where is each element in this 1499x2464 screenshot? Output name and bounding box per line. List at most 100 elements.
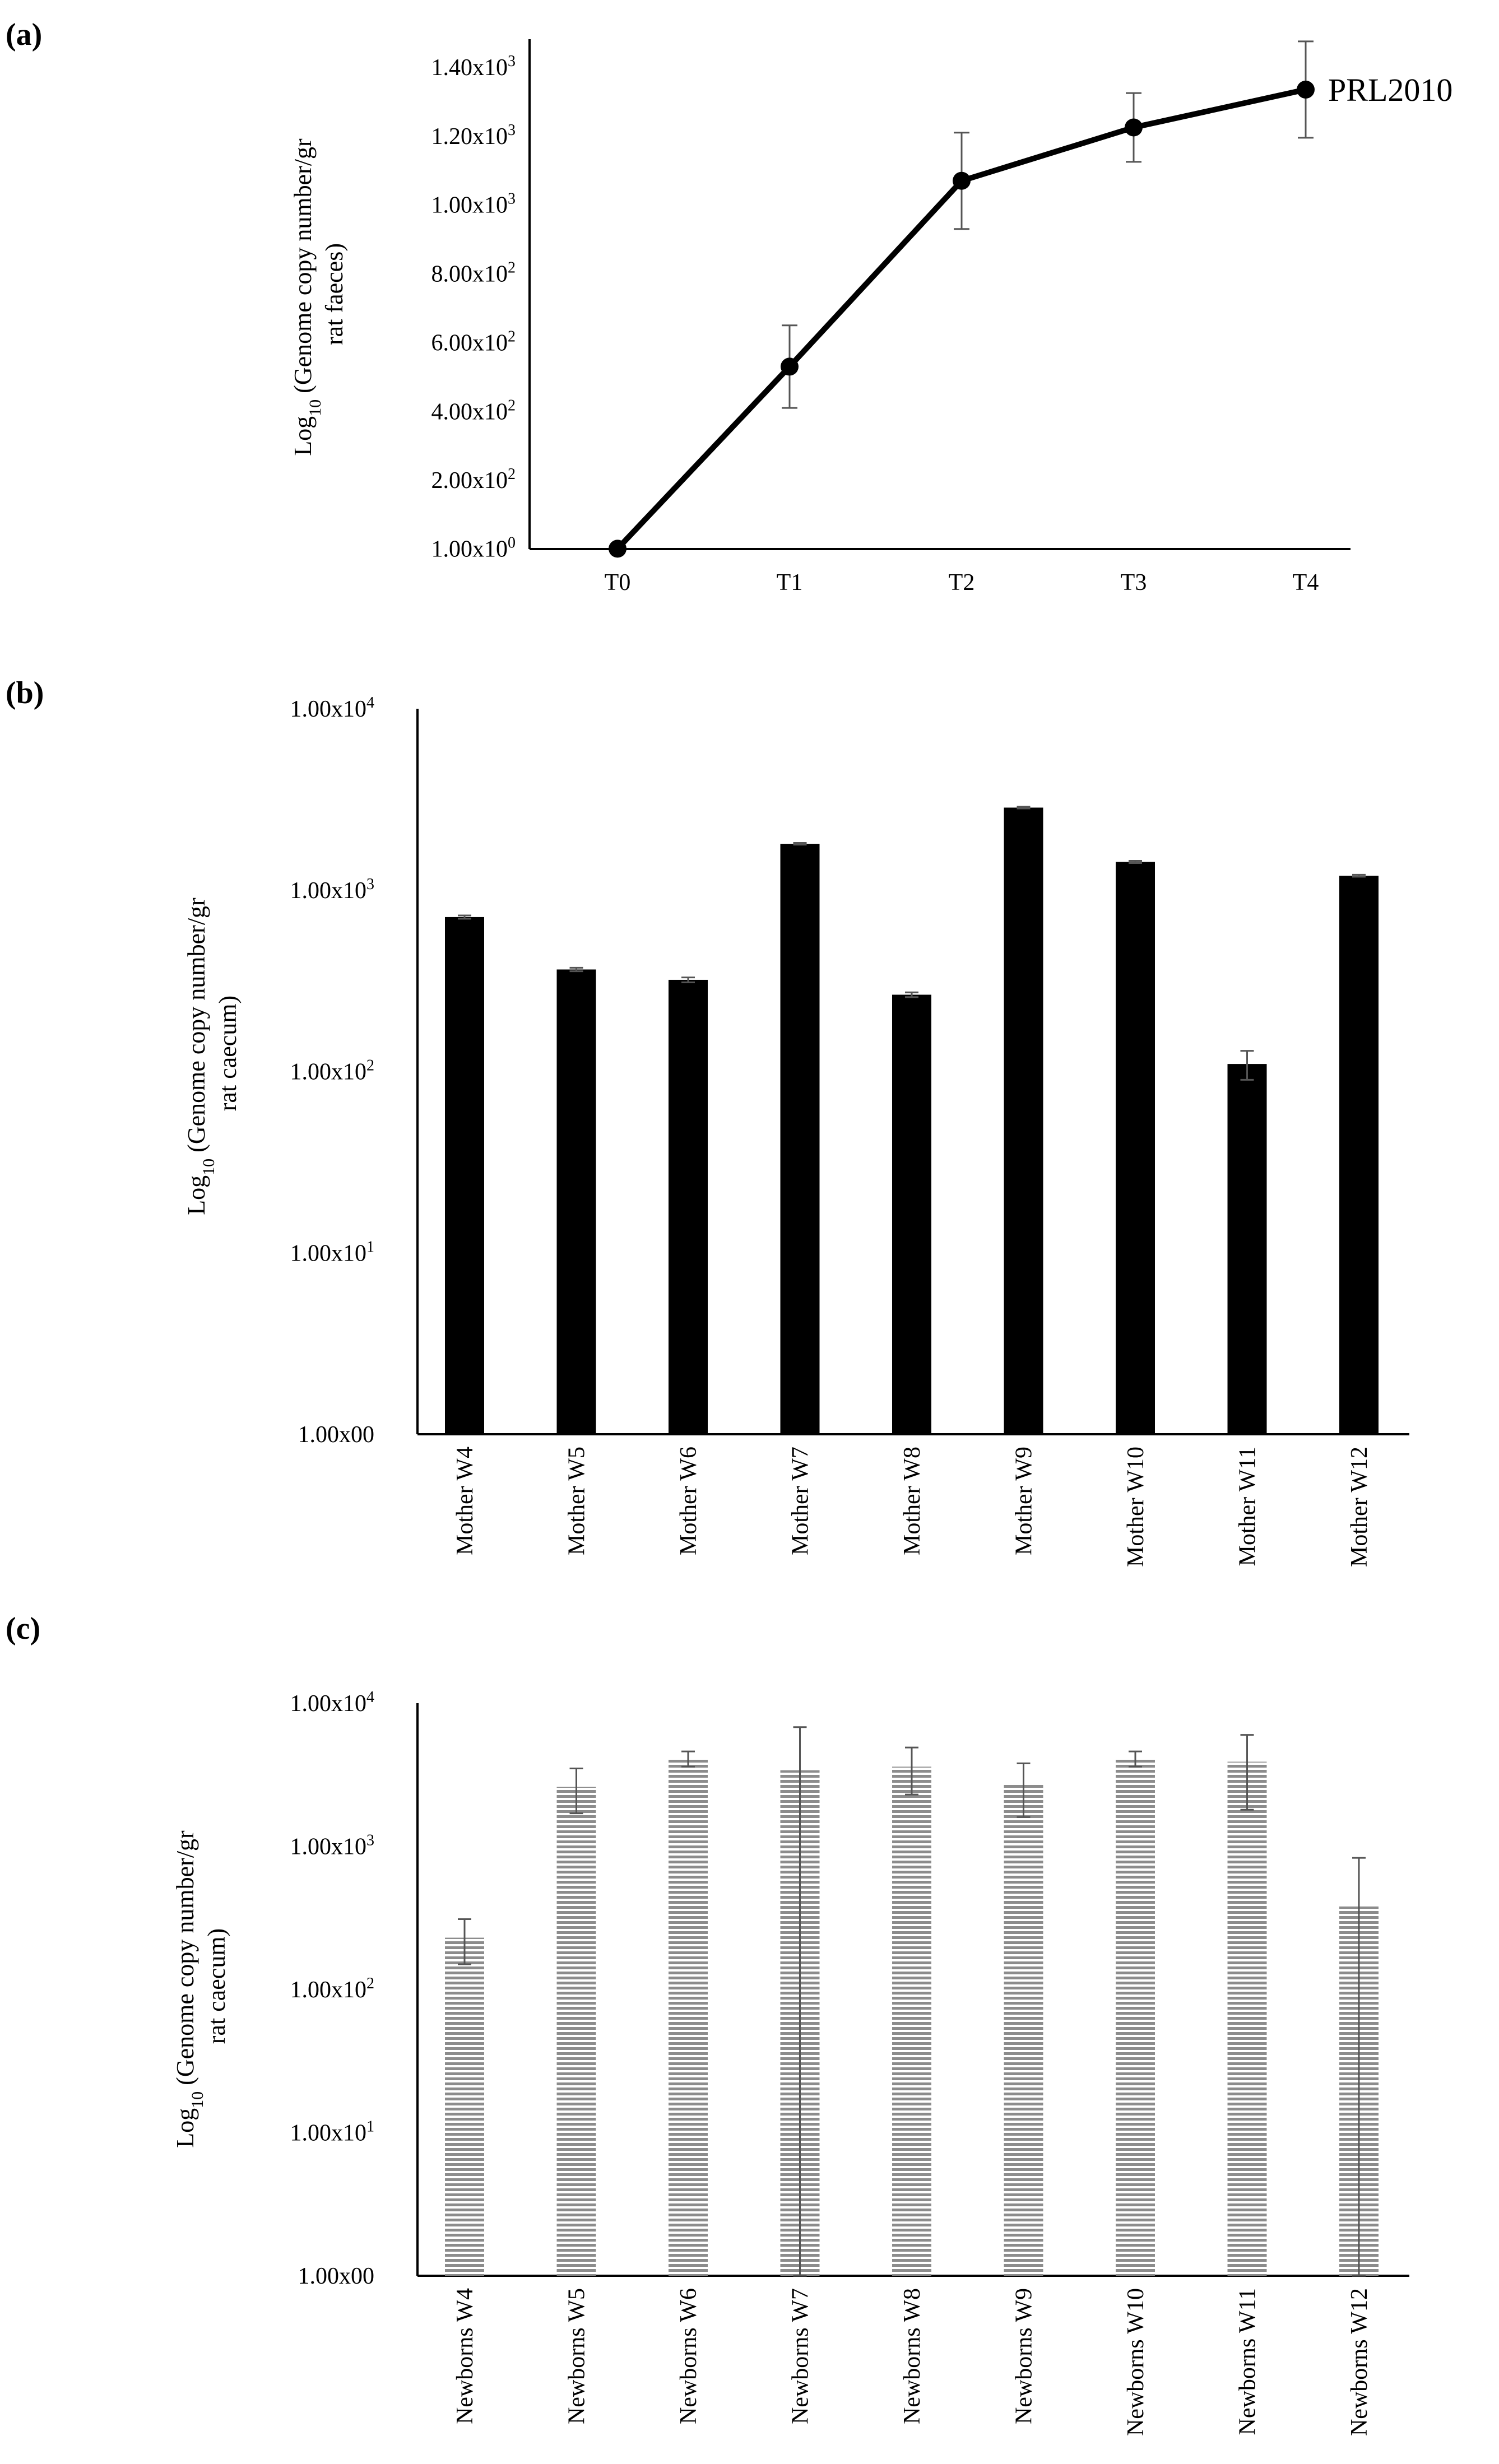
panel-c-x-ticks: Newborns W4 Newborns W5 Newborns W6 Newborn…	[452, 2288, 1372, 2436]
panel-a-y-tick-label-exponent: 2	[508, 328, 516, 345]
panel-b-y-tick-label: 1.00x102	[290, 1057, 375, 1085]
panel-a-label: (a)	[6, 17, 42, 52]
panel-a-data-point	[1125, 118, 1143, 137]
panel-b-bar	[892, 994, 931, 1434]
panel-a-x-tick-label: T4	[1293, 570, 1319, 596]
panel-c-error-bar	[458, 1918, 471, 1965]
panel-a-y-tick-label-exponent: 3	[508, 122, 516, 139]
panel-b-bar-chart: (b) 1.00x001.00x1011.00x1021.00x1031.00x…	[6, 676, 1409, 1567]
panel-c-x-tick-label: Newborns W9	[1011, 2288, 1037, 2424]
panel-b-x-tick-label: Mother W9	[1011, 1447, 1037, 1555]
panel-a-y-tick-label-exponent: 3	[508, 190, 516, 208]
panel-c-x-tick-label: Newborns W4	[452, 2288, 478, 2424]
panel-b-error-bar	[1017, 806, 1031, 810]
panel-b-x-tick-label: Mother W7	[788, 1447, 814, 1555]
panel-a-y-tick-label: 4.00x102	[431, 397, 516, 425]
panel-a-y-tick-label-mantissa: 8.00x10	[431, 262, 508, 287]
panel-b-y-axis-label-log: Log	[183, 1175, 210, 1215]
panel-a-y-tick-label-mantissa: 6.00x10	[431, 330, 508, 356]
panel-c-y-tick-label: 1.00x102	[290, 1975, 375, 2003]
panel-c-y-axis-label-rest: (Genome copy number/gr	[171, 1830, 199, 2091]
panel-a-y-tick-label-mantissa: 1.20x10	[431, 124, 508, 150]
panel-b-y-tick-label-mantissa: 1.00x00	[298, 1422, 375, 1448]
panel-a-y-tick-label-mantissa: 2.00x10	[431, 468, 508, 494]
panel-b-x-tick-label: Mother W6	[676, 1447, 702, 1555]
panel-c-x-tick-label: Newborns W7	[788, 2288, 814, 2424]
panel-c-label: (c)	[6, 1611, 40, 1646]
panel-a-series-label: PRL2010	[1328, 72, 1452, 108]
panel-b-label: (b)	[6, 676, 44, 710]
panel-a-x-tick-label: T0	[605, 570, 631, 596]
panel-c-error-bar	[905, 1746, 918, 1796]
panel-b-x-tick-label: Mother W11	[1235, 1447, 1261, 1566]
panel-b-error-bar	[905, 991, 918, 998]
panel-b-y-axis-label-sub: 10	[199, 1159, 218, 1175]
panel-a-y-tick-label: 2.00x102	[431, 466, 516, 494]
panel-c-x-tick-label: Newborns W5	[564, 2288, 590, 2424]
panel-b-y-tick-label-mantissa: 1.00x10	[290, 878, 367, 904]
panel-b-y-axis-label-rest: (Genome copy number/gr	[183, 898, 210, 1159]
panel-b-y-tick-label: 1.00x103	[290, 876, 375, 904]
panel-b-bar	[669, 979, 708, 1434]
panel-a-y-tick-label-mantissa: 1.00x10	[431, 193, 508, 218]
panel-b-error-bar	[793, 842, 807, 846]
panel-b-y-tick-label: 1.00x00	[298, 1422, 375, 1448]
panel-a-y-tick-label: 1.40x103	[431, 53, 516, 81]
panel-a-y-axis-label-log: Log	[289, 416, 317, 456]
panel-c-y-tick-label-exponent: 1	[366, 2118, 374, 2136]
panel-a-data-point	[953, 171, 971, 190]
panel-b-bar	[445, 917, 484, 1434]
panel-c-y-tick-label: 1.00x104	[290, 1689, 375, 1717]
panel-b-error-bar	[681, 977, 695, 983]
panel-c-y-tick-label-mantissa: 1.00x10	[290, 1977, 367, 2003]
panel-b-error-bar	[1240, 1050, 1254, 1081]
panel-c-error-bar	[681, 1750, 695, 1768]
panel-a-y-tick-label: 6.00x102	[431, 328, 516, 356]
panel-b-y-tick-label-mantissa: 1.00x10	[290, 1240, 367, 1266]
panel-b-y-tick-label: 1.00x104	[290, 694, 375, 722]
panel-c-bar	[1227, 1761, 1267, 2276]
panel-a-y-ticks: 1.00x1002.00x1024.00x1026.00x1028.00x102…	[431, 53, 516, 562]
panel-b-bar	[1227, 1064, 1267, 1434]
panel-b-x-tick-label: Mother W10	[1123, 1447, 1149, 1567]
panel-a-y-tick-label-mantissa: 1.00x10	[431, 536, 508, 562]
panel-a-y-axis-label-rest: (Genome copy number/gr	[289, 138, 317, 399]
panel-c-bar-chart: (c) 1.00x001.00x1011.00x1021.00x1031.00x…	[6, 1611, 1409, 2436]
panel-c-error-bar	[1129, 1750, 1142, 1768]
panel-a-x-tick-label: T1	[777, 570, 803, 596]
panel-c-y-tick-label-exponent: 2	[366, 1975, 374, 1992]
panel-b-x-tick-label: Mother W8	[899, 1447, 925, 1555]
panel-b-bar	[780, 844, 820, 1434]
panel-c-bar	[892, 1766, 931, 2276]
panel-a-y-tick-label-exponent: 0	[508, 534, 516, 551]
panel-c-y-tick-label-mantissa: 1.00x10	[290, 2121, 367, 2146]
panel-a-x-ticks: T0 T1 T2 T3 T4	[605, 570, 1319, 596]
panel-b-y-axis-label-line2: rat caecum)	[214, 996, 242, 1111]
panel-a-y-tick-label: 1.00x103	[431, 190, 516, 218]
panel-b-y-tick-label-exponent: 3	[366, 876, 374, 893]
panel-b-error-bar	[458, 914, 471, 920]
panel-c-error-bar	[793, 1726, 807, 2277]
panel-a-y-tick-label: 1.00x100	[431, 534, 516, 562]
panel-c-y-axis-label-line2: rat caecum)	[203, 1928, 230, 2044]
panel-b-y-tick-label-exponent: 1	[366, 1238, 374, 1256]
panel-a-y-tick-label-mantissa: 1.40x10	[431, 55, 508, 81]
panel-b-y-tick-label: 1.00x101	[290, 1238, 375, 1266]
panel-a-y-tick-label-exponent: 2	[508, 466, 516, 483]
panel-b-bar	[1116, 862, 1155, 1434]
panel-b-plot	[445, 806, 1379, 1434]
panel-c-error-bar	[569, 1767, 583, 1815]
panel-b-x-tick-label: Mother W12	[1347, 1447, 1372, 1567]
panel-c-x-tick-label: Newborns W12	[1347, 2288, 1372, 2436]
panel-a-x-tick-label: T2	[949, 570, 975, 596]
panel-c-x-tick-label: Newborns W10	[1123, 2288, 1149, 2436]
panel-b-error-bar	[1129, 860, 1142, 864]
panel-c-x-tick-label: Newborns W11	[1235, 2288, 1261, 2435]
panel-c-y-tick-label-exponent: 3	[366, 1832, 374, 1849]
panel-a-data-point	[1297, 80, 1315, 99]
panel-c-y-tick-label: 1.00x103	[290, 1832, 375, 1860]
panel-b-bar	[556, 969, 596, 1434]
panel-a-y-axis-label-line2: rat faeces)	[321, 243, 348, 345]
